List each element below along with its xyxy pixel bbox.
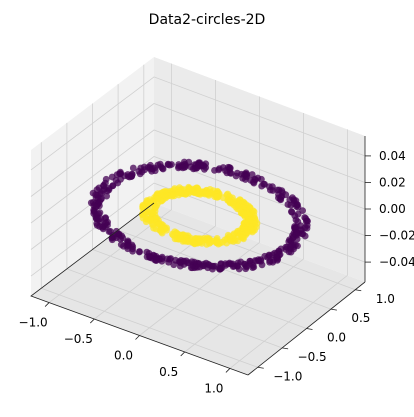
- scatter-point-class-0: [258, 261, 266, 269]
- scatter-point-class-0: [301, 232, 309, 240]
- scatter-point-class-0: [293, 235, 301, 243]
- scatter-point-class-0: [166, 161, 174, 169]
- scatter-point-class-0: [235, 265, 243, 273]
- grid-line: [30, 103, 366, 197]
- grid-line: [41, 287, 258, 368]
- tick-labels: −1.0−0.50.00.51.0−1.0−0.50.00.51.0−0.04−…: [19, 149, 414, 396]
- scatter-point-class-0: [165, 258, 173, 266]
- scatter-point-class-0: [211, 167, 218, 174]
- y-tick: [257, 366, 264, 369]
- x-tick-label: 0.5: [159, 365, 178, 379]
- scatter-point-class-0: [285, 248, 293, 256]
- scatter-point-class-1: [171, 235, 179, 243]
- scatter-point-class-1: [142, 218, 150, 226]
- x-tick-label: 0.0: [114, 349, 133, 363]
- z-tick-label: 0.00: [379, 202, 406, 216]
- scatter-point-class-1: [240, 235, 247, 243]
- scatter-point-class-1: [196, 190, 204, 198]
- scatter-point-class-0: [242, 176, 249, 183]
- scatter-point-class-0: [158, 257, 166, 265]
- scatter-point-class-0: [175, 164, 182, 172]
- y-tick: [330, 308, 337, 311]
- y-tick-label: 0.0: [327, 331, 346, 345]
- scatter-point-class-0: [136, 170, 144, 178]
- scatter-point-class-1: [213, 193, 221, 201]
- scatter-point-class-0: [117, 235, 124, 243]
- x-tick-label: −1.0: [19, 316, 48, 330]
- z-tick-label: −0.04: [379, 255, 414, 269]
- scatter-point-class-0: [249, 264, 256, 271]
- scatter-point-class-0: [176, 262, 184, 270]
- scatter-point-class-0: [108, 236, 116, 244]
- y-tick: [355, 289, 362, 292]
- scatter-point-class-0: [229, 263, 237, 270]
- scatter-point-class-0: [103, 192, 110, 200]
- x-tick: [180, 351, 185, 357]
- floor-pane: [31, 203, 365, 375]
- grid-line: [30, 129, 366, 224]
- scatter-point-class-1: [191, 240, 199, 248]
- x-tick-label: −0.5: [64, 332, 93, 346]
- scatter-point-class-0: [136, 248, 143, 256]
- z-tick-label: 0.04: [379, 149, 406, 163]
- x-tick: [90, 318, 95, 324]
- scatter-point-class-0: [99, 225, 107, 233]
- scatter-point-class-0: [258, 182, 266, 190]
- scatter-point-class-0: [267, 186, 274, 194]
- scatter-point-class-0: [294, 203, 302, 211]
- y-tick: [306, 328, 313, 330]
- grid-lines: [30, 63, 366, 369]
- scatter-point-class-1: [249, 228, 256, 236]
- scatter-point-class-0: [277, 196, 285, 204]
- y-tick-label: 1.0: [376, 292, 395, 306]
- scatter-point-class-0: [250, 179, 258, 187]
- scatter-point-class-1: [215, 240, 222, 248]
- scatter-point-class-0: [126, 173, 133, 181]
- scatter-point-class-0: [129, 164, 137, 172]
- scatter-point-class-1: [179, 238, 187, 245]
- x-tick: [225, 368, 231, 373]
- chart-title: Data2-circles-2D: [149, 12, 266, 28]
- scatter-point-class-0: [209, 265, 216, 273]
- scatter-point-class-0: [242, 265, 250, 273]
- grid-line: [143, 210, 356, 291]
- grid-line: [92, 249, 307, 329]
- axes-panes: [31, 57, 365, 375]
- scatter-points: [87, 158, 311, 273]
- y-tick-label: 0.5: [351, 311, 370, 325]
- y-tick-label: −0.5: [298, 350, 327, 364]
- scatter-point-class-0: [187, 264, 195, 272]
- scatter-point-class-1: [158, 229, 166, 237]
- tick-marks: [44, 155, 371, 373]
- scatter-point-class-0: [159, 165, 167, 173]
- scatter-point-class-0: [152, 257, 160, 264]
- z-tick-label: −0.02: [379, 229, 414, 243]
- scatter-point-class-0: [216, 266, 224, 273]
- axis-edge-floor: [30, 202, 249, 376]
- scatter-point-class-0: [170, 261, 178, 269]
- grid-line: [66, 268, 283, 349]
- scatter-point-class-0: [266, 258, 273, 266]
- scatter-point-class-0: [148, 167, 156, 175]
- y-tick: [282, 347, 289, 350]
- scatter-point-class-0: [129, 247, 137, 255]
- scatter-point-class-0: [223, 169, 231, 177]
- scatter-point-class-0: [201, 165, 208, 173]
- scatter-point-class-1: [205, 191, 213, 199]
- scatter-point-class-0: [303, 224, 311, 232]
- x-tick: [44, 302, 50, 307]
- scatter-point-class-0: [287, 201, 295, 209]
- scatter-point-class-0: [232, 172, 240, 180]
- y-tick-label: −1.0: [273, 369, 302, 383]
- x-tick-label: 1.0: [204, 381, 223, 395]
- z-tick-label: 0.02: [379, 176, 406, 190]
- x-tick: [135, 335, 140, 340]
- grid-line: [30, 156, 366, 250]
- grid-line: [30, 76, 366, 171]
- scatter-point-class-0: [190, 165, 197, 173]
